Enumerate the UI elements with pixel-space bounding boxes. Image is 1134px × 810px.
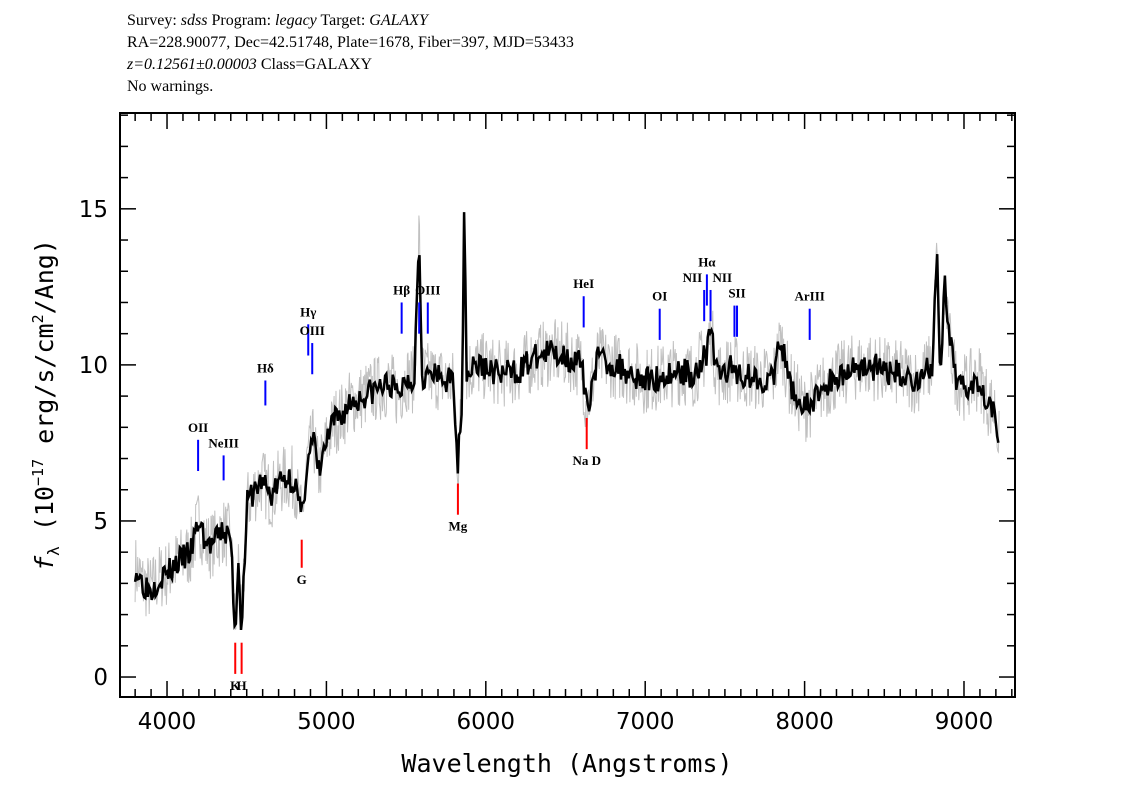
- header-line-survey: Survey: sdss Program: legacy Target: GAL…: [127, 10, 574, 32]
- line-label: H: [237, 678, 247, 693]
- y-tick-label: 5: [93, 509, 108, 535]
- line-label: Hγ: [300, 304, 316, 319]
- program-label: Program:: [211, 12, 272, 29]
- y-tick-label: 15: [79, 197, 108, 223]
- y-tick-label: 0: [93, 665, 108, 691]
- x-tick-label: 8000: [775, 709, 834, 735]
- line-label: OIII: [300, 323, 325, 338]
- x-tick-label: 7000: [616, 709, 675, 735]
- line-label: OIII: [415, 282, 440, 297]
- x-axis-label: Wavelength (Angstroms): [401, 749, 732, 778]
- raw-flux-line: [134, 215, 1000, 631]
- line-label: SII: [728, 286, 745, 301]
- x-tick-label: 4000: [138, 709, 197, 735]
- survey-label: Survey:: [127, 12, 177, 29]
- line-label: Hα: [698, 254, 716, 269]
- x-tick-label: 6000: [457, 709, 516, 735]
- line-label: K: [230, 678, 241, 693]
- raw-flux-series: [134, 215, 1000, 631]
- line-label: OI: [652, 289, 667, 304]
- line-label: NII: [683, 270, 703, 285]
- survey-value: sdss: [180, 12, 208, 29]
- x-tick-label: 9000: [935, 709, 994, 735]
- y-axis-label: fλ (10−17 erg/s/cm2/Ang): [29, 239, 63, 571]
- axis-ticks: 4000 5000 6000 7000 8000 9000 0 5 10 15: [79, 113, 1015, 735]
- header-line-warnings: No warnings.: [127, 78, 214, 95]
- line-label: Hδ: [257, 360, 274, 375]
- target-value: GALAXY: [369, 12, 428, 29]
- line-label: Hβ: [393, 282, 410, 297]
- target-label: Target:: [320, 12, 366, 29]
- program-value: legacy: [275, 12, 317, 29]
- flux-series: [133, 212, 1000, 631]
- line-label: HeI: [573, 276, 594, 291]
- header-line-coordinates: RA=228.90077, Dec=42.51748, Plate=1678, …: [127, 34, 574, 51]
- header-line-redshift: z=0.12561±0.00003 Class=GALAXY: [127, 54, 574, 76]
- plot-frame: [119, 112, 1016, 698]
- redshift-value: z=0.12561±0.00003: [127, 56, 257, 73]
- line-label: Mg: [449, 519, 468, 534]
- y-tick-label: 10: [79, 353, 108, 379]
- line-label: OII: [188, 420, 208, 435]
- spectrum-header: Survey: sdss Program: legacy Target: GAL…: [127, 10, 574, 98]
- line-label: ArIII: [795, 289, 825, 304]
- line-label: NeIII: [208, 435, 238, 450]
- class-value: Class=GALAXY: [260, 56, 373, 73]
- line-label: Na D: [572, 453, 601, 468]
- x-tick-label: 5000: [297, 709, 356, 735]
- line-label: G: [297, 572, 307, 587]
- line-label: NII: [713, 270, 733, 285]
